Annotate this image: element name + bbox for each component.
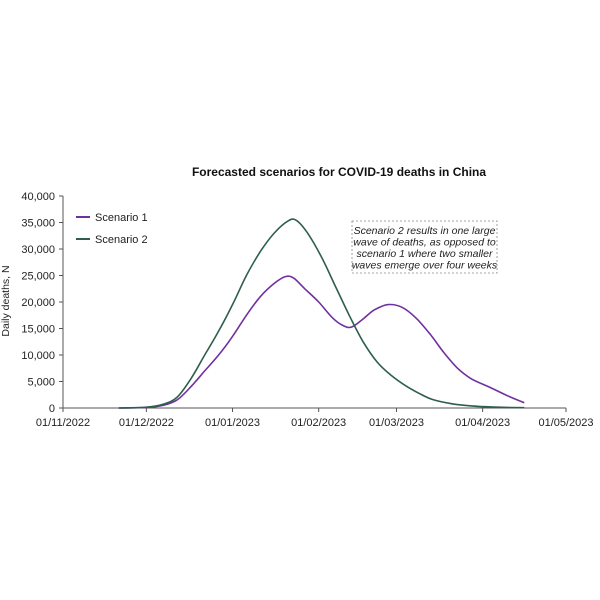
x-axis: 01/11/2022 01/12/2022 01/01/2023 01/02/2023…	[36, 407, 594, 429]
y-tick-label: 35,000	[21, 218, 55, 230]
legend-label: Scenario 1	[95, 212, 148, 224]
y-tick-label: 0	[49, 403, 55, 415]
y-tick-label: 10,000	[21, 350, 55, 362]
x-tick-label: 01/01/2023	[205, 417, 260, 429]
x-tick-label: 01/02/2023	[291, 417, 346, 429]
y-tick-label: 30,000	[21, 244, 55, 256]
x-tick-label: 01/11/2022	[36, 417, 90, 429]
y-tick-label: 20,000	[21, 297, 55, 309]
series-layer	[118, 218, 525, 409]
x-tick-label: 01/12/2022	[119, 417, 174, 429]
annotation-text: scenario 1 where two smaller	[357, 248, 493, 260]
legend-label: Scenario 2	[95, 234, 148, 246]
annotation-text: Scenario 2 results in one large	[354, 225, 496, 237]
y-tick-label: 40,000	[21, 191, 55, 203]
x-tick-label: 01/04/2023	[455, 417, 510, 429]
series-line-scenario-2	[118, 218, 525, 409]
y-axis: 0 5,000 10,000 15,000 20,000 25,000 30,000 35,0…	[21, 191, 64, 415]
x-tick-label: 01/03/2023	[369, 417, 424, 429]
annotation-text: wave of deaths, as opposed to	[353, 237, 496, 249]
annotation-frame	[351, 220, 498, 274]
series-line-scenario-1	[118, 275, 525, 409]
y-tick-label: 25,000	[21, 271, 55, 283]
y-tick-label: 15,000	[21, 324, 55, 336]
chart-title: Forecasted scenarios for COVID-19 deaths…	[192, 165, 486, 179]
x-tick-label: 01/05/2023	[538, 417, 593, 429]
legend: Scenario 1 Scenario 2	[76, 212, 148, 246]
annotation-text: waves emerge over four weeks	[352, 260, 498, 272]
y-tick-label: 5,000	[27, 377, 55, 389]
y-axis-label: Daily deaths, N	[0, 265, 12, 336]
